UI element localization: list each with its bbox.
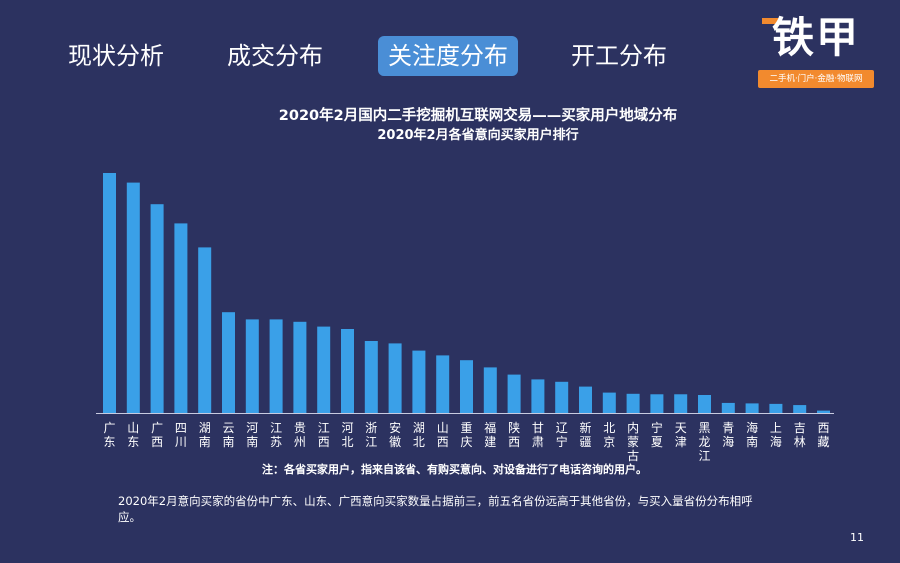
tick-label-5: 云南 [222, 421, 234, 449]
bar-26 [721, 402, 735, 413]
tick-label-29: 吉林 [794, 421, 806, 449]
logo-wordmark: 铁甲 [771, 13, 860, 62]
logo-tagline: 二手机·门户·金融·物联网 [758, 70, 874, 88]
tick-label-30: 西藏 [817, 421, 829, 449]
bar-24 [674, 394, 688, 413]
chart-subtitle: 2020年2月各省意向买家用户排行 [377, 128, 579, 143]
page-number: 11 [850, 531, 864, 544]
bar-6 [245, 319, 259, 413]
bar-14 [436, 355, 450, 413]
bar-12 [388, 343, 402, 413]
logo-accent-bar [762, 18, 780, 24]
summary-text: 2020年2月意向买家的省份中广东、山东、广西意向买家数量占据前三，前五名省份远… [118, 494, 753, 524]
bar-8 [293, 321, 307, 413]
bar-3 [174, 223, 188, 413]
tab-operation-distribution[interactable]: 开工分布 [571, 42, 667, 70]
bar-29 [793, 405, 807, 413]
chart-note: 注：各省买家用户，指来自该省、有购买意向、对设备进行了电话咨询的用户。 [262, 463, 647, 476]
tick-label-21: 北京 [603, 421, 615, 449]
bar-1 [126, 182, 140, 413]
tick-label-18: 甘肃 [532, 421, 544, 449]
bar-4 [198, 247, 212, 413]
bar-15 [460, 360, 473, 413]
bar-11 [364, 341, 378, 413]
tick-label-28: 上海 [770, 421, 782, 449]
bar-9 [317, 326, 331, 413]
bar-7 [269, 319, 283, 413]
tick-label-14: 山西 [437, 421, 449, 449]
tick-label-22: 内蒙古 [627, 421, 639, 463]
bar-13 [412, 350, 426, 413]
tick-label-0: 广东 [103, 421, 115, 449]
bar-10 [341, 329, 354, 413]
tick-label-8: 贵州 [294, 421, 306, 449]
tick-label-13: 湖北 [413, 420, 425, 449]
tab-deal-distribution[interactable]: 成交分布 [227, 42, 323, 70]
tick-label-4: 湖南 [199, 420, 211, 449]
tick-label-7: 江苏 [270, 421, 282, 449]
bar-chart: 广东山东广西四川湖南云南河南江苏贵州江西河北浙江安徽湖北山西重庆福建陕西甘肃辽宁… [96, 173, 834, 463]
bar-22 [626, 393, 640, 413]
brand-logo: 铁甲 二手机·门户·金融·物联网 [758, 12, 874, 90]
tick-label-24: 天津 [675, 421, 687, 449]
bar-23 [650, 394, 664, 413]
tick-label-27: 海南 [746, 420, 758, 449]
tick-label-6: 河南 [246, 421, 258, 449]
bar-18 [531, 379, 545, 413]
bar-5 [222, 312, 235, 413]
tick-label-19: 辽宁 [556, 421, 568, 449]
bar-21 [602, 392, 616, 413]
bar-0 [103, 173, 116, 413]
tick-label-26: 青海 [722, 421, 734, 449]
bar-30 [817, 410, 830, 413]
tick-label-3: 四川 [175, 421, 187, 449]
bar-16 [483, 367, 497, 413]
tab-status-analysis[interactable]: 现状分析 [68, 42, 164, 70]
bar-19 [555, 381, 569, 413]
tick-label-23: 宁夏 [651, 420, 663, 449]
bar-28 [769, 403, 783, 413]
bar-27 [745, 403, 759, 413]
tick-label-1: 山东 [127, 421, 139, 449]
tick-label-25: 黑龙江 [698, 421, 710, 463]
tick-label-11: 浙江 [365, 421, 377, 449]
tick-label-10: 河北 [341, 421, 353, 449]
bar-25 [698, 395, 711, 413]
tick-label-9: 江西 [318, 421, 330, 449]
bar-17 [507, 374, 521, 413]
bar-20 [579, 386, 592, 413]
tick-label-12: 安徽 [389, 420, 401, 449]
tick-label-20: 新疆 [579, 420, 591, 449]
tick-label-15: 重庆 [460, 421, 472, 449]
bar-2 [150, 204, 164, 413]
tick-label-16: 福建 [484, 420, 496, 449]
tick-label-2: 广西 [151, 421, 163, 449]
chart-title: 2020年2月国内二手挖掘机互联网交易——买家用户地域分布 [278, 108, 678, 124]
tab-attention-distribution[interactable]: 关注度分布 [378, 36, 518, 76]
tick-label-17: 陕西 [508, 420, 520, 449]
